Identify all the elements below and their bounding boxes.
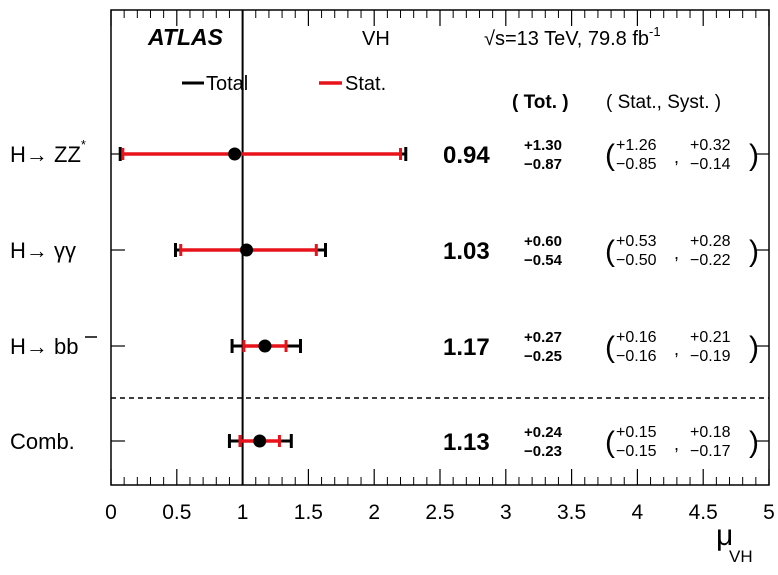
legend-total-label: Total: [206, 73, 248, 95]
x-axis-title-subscript: VH: [729, 547, 753, 566]
stat-up-error: +0.16: [616, 329, 657, 346]
x-tick-label: 0.5: [162, 501, 191, 524]
total-down-error: −0.25: [524, 348, 562, 365]
plot-frame-layer: 0 0.5 1 1.5 2 2.5 3 3.5 4 4.5 5: [105, 9, 775, 524]
syst-up-error: +0.28: [690, 233, 731, 250]
stat-down-error: −0.15: [616, 443, 657, 460]
total-up-error: +0.60: [524, 233, 562, 250]
total-up-error: +1.30: [524, 137, 562, 154]
x-tick-label: 5: [763, 501, 775, 524]
comma-separator: ,: [674, 339, 679, 359]
central-value-point: [240, 243, 254, 257]
stat-down-error: −0.50: [616, 252, 657, 269]
paren-close: ): [749, 235, 759, 268]
lumi-exponent: -1: [649, 24, 661, 39]
channel-label-text: H→ bb: [10, 334, 78, 359]
channel-label: H→ bb: [10, 334, 78, 359]
energy-lumi-label: √s=13 TeV, 79.8 fb-1: [484, 24, 661, 50]
total-down-error: −0.87: [524, 156, 562, 173]
channel-label: VH: [362, 28, 390, 50]
x-tick-label: 3: [500, 501, 512, 524]
channel-label: Comb.: [10, 429, 75, 454]
mu-value: 0.94: [443, 142, 490, 169]
paren-close: ): [749, 331, 759, 364]
total-down-error: −0.23: [524, 443, 562, 460]
x-tick-label: 2.5: [425, 501, 454, 524]
comma-separator: ,: [674, 147, 679, 167]
channel-label-text: H→ ZZ: [10, 142, 81, 167]
mu-value: 1.03: [443, 238, 490, 265]
stat-up-error: +0.53: [616, 233, 657, 250]
channel-label-text: Comb.: [10, 429, 75, 454]
stat-up-error: +0.15: [616, 424, 657, 441]
x-tick-label: 4: [632, 501, 644, 524]
channel-label: H→ ZZ*: [10, 137, 86, 167]
atlas-label: ATLAS: [147, 24, 224, 50]
syst-down-error: −0.19: [690, 348, 731, 365]
paren-close: ): [749, 139, 759, 172]
central-value-point: [253, 434, 267, 448]
syst-down-error: −0.14: [690, 156, 731, 173]
channel-label: H→ γγ: [10, 238, 76, 263]
stat-up-error: +1.26: [616, 137, 657, 154]
total-up-error: +0.24: [524, 424, 563, 441]
paren-open: (: [605, 139, 615, 172]
stat-down-error: −0.85: [616, 156, 657, 173]
total-up-error: +0.27: [524, 329, 562, 346]
x-tick-label: 2: [368, 501, 380, 524]
total-down-error: −0.54: [524, 252, 563, 269]
syst-up-error: +0.18: [690, 424, 731, 441]
paren-close: ): [749, 426, 759, 459]
syst-up-error: +0.21: [690, 329, 731, 346]
stat-down-error: −0.16: [616, 348, 657, 365]
energy-lumi-text: √s=13 TeV, 79.8 fb: [484, 28, 649, 50]
plot-marks-layer: H→ ZZ* 0.94 +1.30−0.87(+1.26−0.85 ,+0.32−0.…: [10, 10, 759, 485]
x-tick-label: 3.5: [557, 501, 586, 524]
x-tick-label: 4.5: [689, 501, 718, 524]
paren-open: (: [605, 426, 615, 459]
syst-up-error: +0.32: [690, 137, 731, 154]
comma-separator: ,: [674, 243, 679, 263]
x-axis-title: μ: [716, 519, 733, 552]
x-tick-label: 0: [105, 501, 117, 524]
legend-stat-label: Stat.: [345, 73, 386, 95]
channel-label-superscript: *: [81, 137, 86, 152]
central-value-point: [258, 339, 272, 353]
syst-down-error: −0.22: [690, 252, 731, 269]
comma-separator: ,: [674, 434, 679, 454]
x-tick-label: 1.5: [294, 501, 323, 524]
syst-down-error: −0.17: [690, 443, 731, 460]
paren-open: (: [605, 235, 615, 268]
x-tick-label: 1: [237, 501, 249, 524]
mu-value: 1.17: [443, 334, 490, 361]
channel-label-text: H→ γγ: [10, 238, 76, 263]
column-header-stat-syst: ( Stat., Syst. ): [606, 92, 721, 113]
paren-open: (: [605, 331, 615, 364]
mu-value: 1.13: [443, 429, 490, 456]
central-value-point: [228, 147, 242, 161]
column-header-total: ( Tot. ): [512, 92, 569, 113]
